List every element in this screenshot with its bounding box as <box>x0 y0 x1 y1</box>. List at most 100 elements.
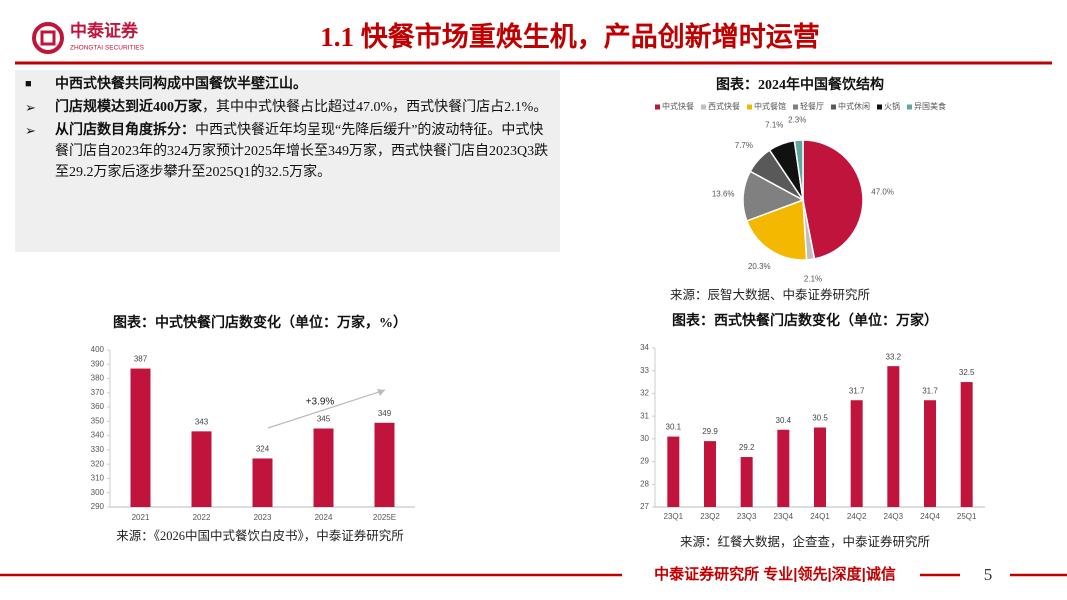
legend-label: 西式快餐 <box>708 101 740 111</box>
bar <box>130 368 151 507</box>
footer-text: 中泰证券研究所 专业|领先|深度|诚信 <box>654 565 896 583</box>
chart-title: 图表：西式快餐门店数变化（单位：万家） <box>672 312 938 329</box>
data-label: 29.2 <box>739 443 755 452</box>
legend-label: 异国美食 <box>914 101 946 111</box>
legend-label: 中式休闲 <box>838 101 870 111</box>
x-tick-label: 24Q4 <box>920 512 940 521</box>
data-label: 345 <box>317 415 331 424</box>
bar <box>814 427 826 507</box>
legend-swatch <box>907 104 912 110</box>
x-tick-label: 23Q2 <box>700 512 720 521</box>
chart-source: 来源：红餐大数据，企查查，中泰证券研究所 <box>680 534 930 549</box>
chart-title: 图表：中式快餐门店数变化（单位：万家，%） <box>113 314 407 331</box>
chart-source: 来源：辰智大数据、中泰证券研究所 <box>670 287 870 302</box>
data-label: 387 <box>134 355 148 364</box>
data-label: 31.7 <box>849 386 865 395</box>
x-tick-label: 24Q2 <box>847 512 867 521</box>
x-tick-label: 25Q1 <box>957 512 977 521</box>
bullet-bold: 从门店数目角度拆分： <box>55 123 195 138</box>
bar <box>740 457 753 507</box>
logo-sub: ZHONGTAI SECURITIES <box>70 45 145 52</box>
annotation-arrowhead <box>377 389 385 396</box>
bullet-bold: 中西式快餐共同构成中国餐饮半壁江山。 <box>55 77 307 92</box>
slide-title: 1.1 快餐市场重焕生机，产品创新增时运营 <box>320 21 820 52</box>
bar <box>777 429 790 507</box>
bullet: 从门店数目角度拆分：中西式快餐近年均呈现“先降后缓升”的波动特征。中式快餐门店自… <box>25 120 550 183</box>
bar <box>191 431 212 507</box>
data-label: 13.6% <box>712 189 735 198</box>
data-label: 47.0% <box>871 187 894 196</box>
legend-label: 中式餐馆 <box>754 101 786 111</box>
logo-icon-inner <box>40 30 56 46</box>
legend-label: 轻餐厅 <box>800 101 824 111</box>
bar <box>960 382 973 507</box>
pie-slice <box>745 198 808 261</box>
y-tick-label: 30 <box>640 434 649 443</box>
logo-icon <box>32 22 64 54</box>
y-tick-label: 310 <box>91 474 105 483</box>
bar <box>374 422 395 507</box>
chart-source: 来源：《2026中国中式餐饮白皮书》，中泰证券研究所 <box>116 528 404 543</box>
chart-title: 图表：2024年中国餐饮结构 <box>716 76 884 93</box>
data-label: 324 <box>256 445 270 454</box>
data-label: 7.1% <box>765 120 783 129</box>
y-tick-label: 340 <box>91 431 105 440</box>
bar <box>704 441 716 507</box>
y-tick-label: 300 <box>91 488 105 497</box>
data-label: 20.3% <box>748 262 771 271</box>
bar <box>313 428 334 507</box>
y-tick-label: 390 <box>91 359 105 368</box>
bar <box>667 436 680 507</box>
x-tick-label: 23Q1 <box>664 512 684 521</box>
bullet-bold: 门店规模达到近400万家 <box>55 100 202 115</box>
x-tick-label: 2025E <box>373 513 396 522</box>
logo-name: 中泰证券 <box>70 20 139 40</box>
bullet-text: ，其中中式快餐占比超过47.0%，西式快餐门店占2.1%。 <box>202 100 548 115</box>
bullet: 中西式快餐共同构成中国餐饮半壁江山。 <box>25 74 550 95</box>
data-label: 7.7% <box>735 141 753 150</box>
bullet-box: 中西式快餐共同构成中国餐饮半壁江山。 门店规模达到近400万家，其中中式快餐占比… <box>15 70 560 252</box>
data-label: 2.3% <box>788 115 806 124</box>
legend-swatch <box>701 104 706 110</box>
x-tick-label: 2023 <box>254 513 272 522</box>
y-tick-label: 31 <box>640 411 649 420</box>
x-tick-label: 2022 <box>193 513 211 522</box>
legend-label: 火锅 <box>884 101 900 111</box>
y-tick-label: 320 <box>91 459 105 468</box>
data-label: 32.5 <box>959 368 975 377</box>
x-tick-label: 23Q4 <box>774 512 794 521</box>
x-tick-label: 2021 <box>132 513 150 522</box>
data-label: 30.4 <box>776 416 792 425</box>
legend-label: 中式快餐 <box>662 101 694 111</box>
bullet: 门店规模达到近400万家，其中中式快餐占比超过47.0%，西式快餐门店占2.1%… <box>25 97 550 118</box>
x-tick-label: 24Q3 <box>884 512 904 521</box>
y-tick-label: 400 <box>91 345 105 354</box>
legend-swatch <box>793 104 798 110</box>
bar <box>924 400 936 507</box>
y-tick-label: 28 <box>640 479 649 488</box>
legend-swatch <box>877 104 882 110</box>
data-label: 29.9 <box>702 427 718 436</box>
y-tick-label: 380 <box>91 374 105 383</box>
y-tick-label: 27 <box>640 502 649 511</box>
y-tick-label: 370 <box>91 388 105 397</box>
y-tick-label: 34 <box>640 343 649 352</box>
pie-slice <box>802 139 864 260</box>
bar <box>887 366 900 507</box>
x-tick-label: 24Q1 <box>810 512 830 521</box>
y-tick-label: 290 <box>91 502 105 511</box>
y-tick-label: 360 <box>91 402 105 411</box>
data-label: 31.7 <box>922 386 938 395</box>
bullet-text: 中西式快餐近年均呈现“先降后缓升”的波动特征。中式快餐门店自2023年的324万… <box>55 123 549 180</box>
y-tick-label: 33 <box>640 366 649 375</box>
data-label: 343 <box>195 417 209 426</box>
bar <box>252 458 273 507</box>
legend-swatch <box>747 104 752 110</box>
data-label: 349 <box>378 409 392 418</box>
page-number: 5 <box>984 565 993 584</box>
y-tick-label: 330 <box>91 445 105 454</box>
annotation-arrow <box>267 389 386 429</box>
y-tick-label: 350 <box>91 416 105 425</box>
